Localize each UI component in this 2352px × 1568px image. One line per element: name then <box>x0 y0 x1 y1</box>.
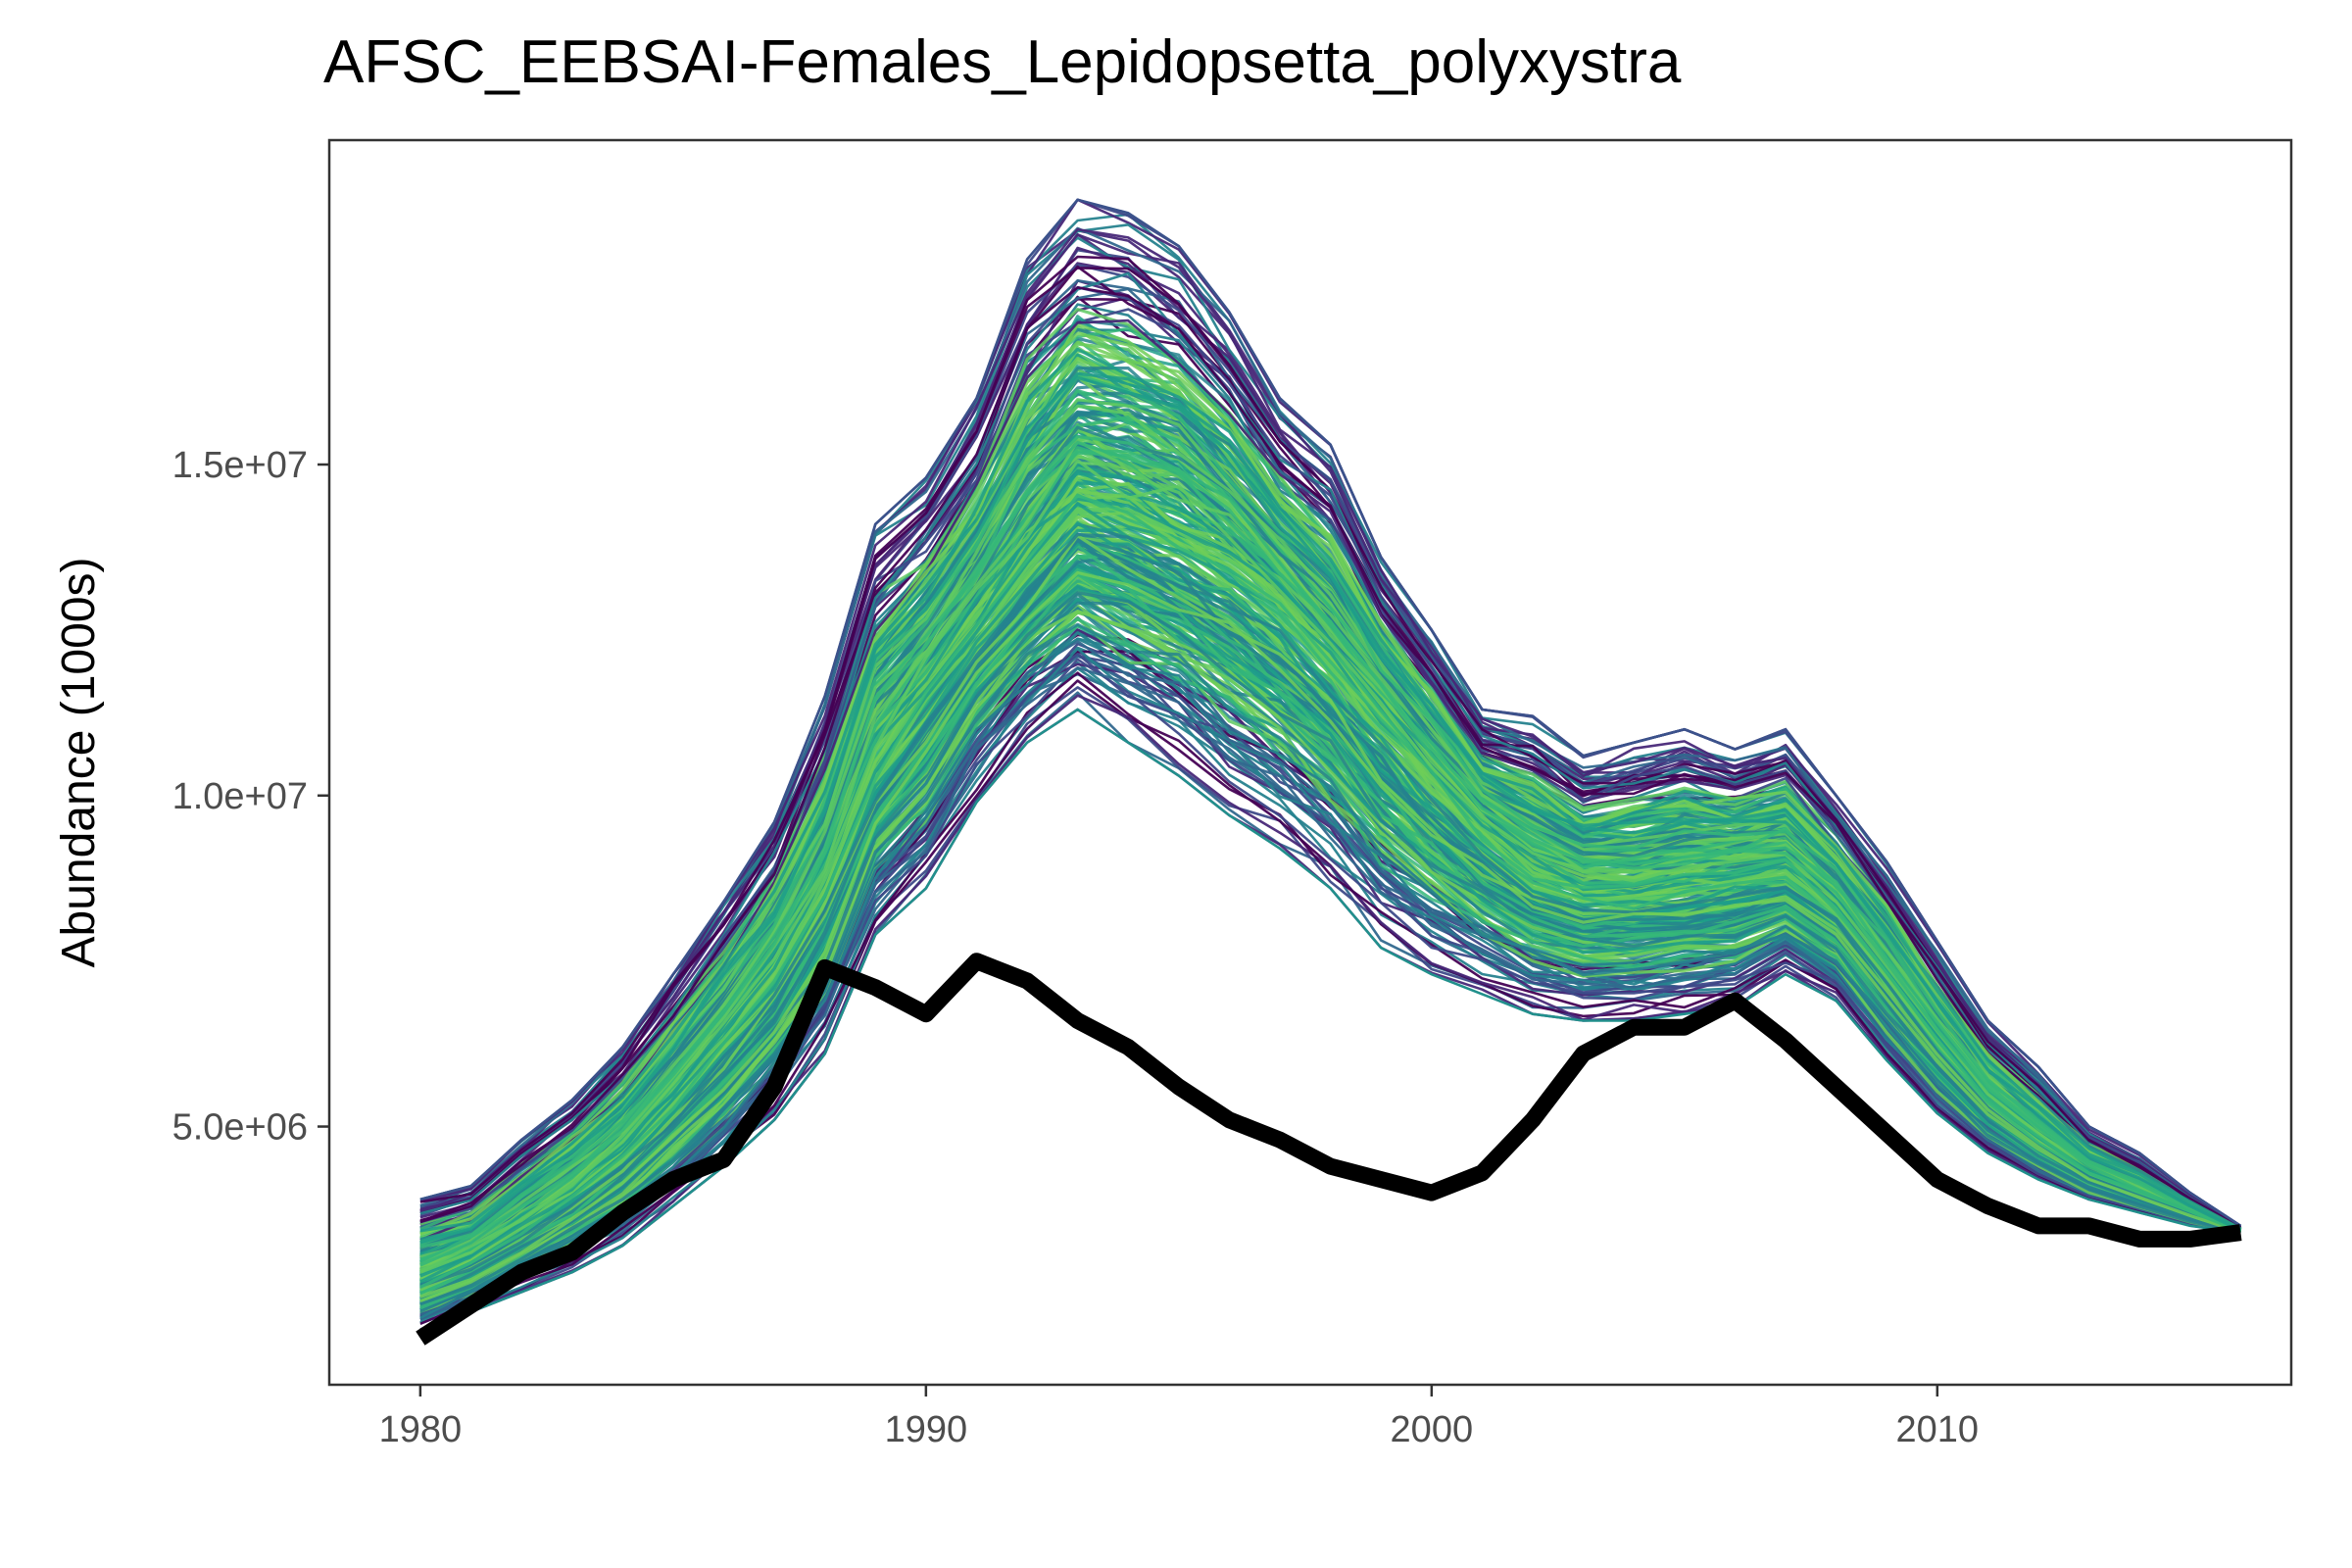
plot-panel-border <box>327 138 2293 1387</box>
x-tick-label: 2000 <box>1391 1409 1474 1450</box>
y-axis-title: Abundance (1000s) <box>53 558 105 968</box>
chart-title: AFSC_EEBSAI-Females_Lepidopsetta_polyxys… <box>323 28 1682 96</box>
simulation-lines <box>419 198 2242 1334</box>
observed-line <box>416 953 2242 1346</box>
y-axis: 5.0e+06 1.0e+07 1.5e+07 <box>172 445 329 1149</box>
y-tick-label: 1.5e+07 <box>172 445 308 486</box>
observed-series <box>416 953 2242 1346</box>
simulation-line <box>419 631 2241 1319</box>
x-tick-label: 1990 <box>885 1409 968 1450</box>
simulation-line <box>419 666 2241 1321</box>
simulation-line <box>419 570 2241 1298</box>
simulation-line <box>419 347 2242 1241</box>
x-tick-label: 1980 <box>379 1409 463 1450</box>
y-tick-label: 5.0e+06 <box>172 1107 308 1149</box>
simulation-line <box>419 610 2241 1303</box>
x-tick-label: 2010 <box>1896 1409 1980 1450</box>
simulation-line <box>419 286 2242 1229</box>
simulation-line <box>419 622 2241 1306</box>
simulation-line <box>419 536 2241 1287</box>
simulation-line <box>419 371 2242 1233</box>
simulation-line <box>419 198 2242 1227</box>
simulation-line <box>419 640 2241 1316</box>
simulation-line <box>419 658 2241 1319</box>
x-axis: 1980 1990 2000 2010 <box>379 1385 1979 1450</box>
simulation-line <box>419 494 2242 1289</box>
simulation-line <box>419 591 2241 1305</box>
simulation-line <box>419 533 2241 1292</box>
simulation-line <box>419 508 2241 1273</box>
simulation-line <box>419 532 2241 1289</box>
simulation-line <box>419 441 2241 1264</box>
y-tick-label: 1.0e+07 <box>172 776 308 817</box>
simulation-line <box>419 233 2242 1228</box>
